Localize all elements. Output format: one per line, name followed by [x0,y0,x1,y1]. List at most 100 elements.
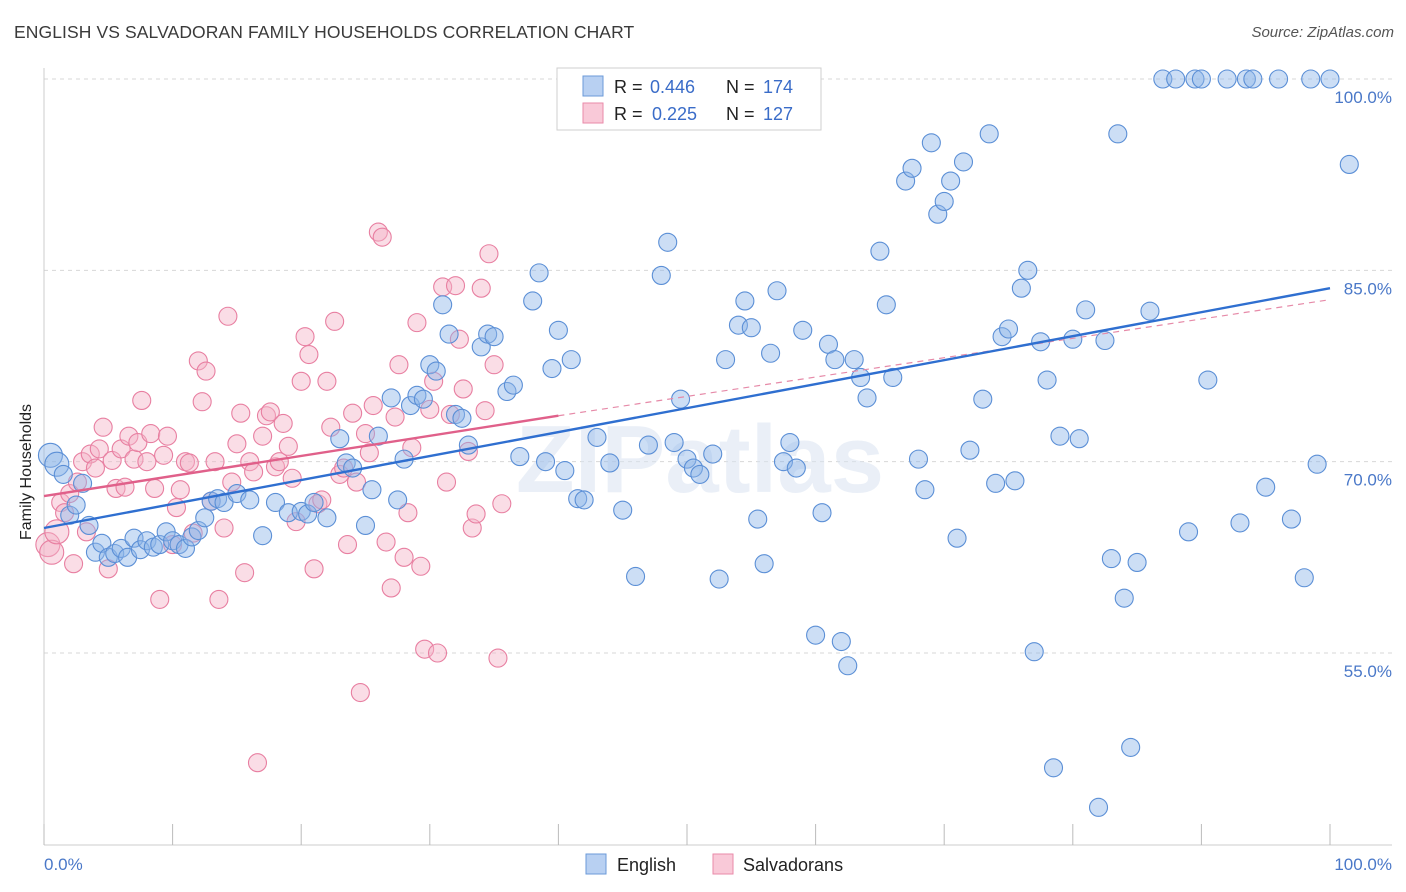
english-point [413,389,433,409]
english-point [548,320,568,340]
english-point [748,509,768,529]
english-point [1166,69,1186,89]
english-point [555,461,575,481]
english-point [908,449,929,469]
salvadorans-point [312,490,332,510]
salvadorans-point [440,404,460,425]
salvadorans-point [231,403,251,423]
english-point [1114,588,1134,608]
salvadorans-point [343,403,363,423]
english-point [953,152,974,172]
english-point [934,191,954,212]
english-point [1011,278,1031,298]
english-point [613,500,633,520]
english-point [831,631,851,652]
english-point [53,464,73,484]
english-point [626,566,646,587]
legend-r-label-2: R = [614,104,643,124]
english-point [876,295,896,315]
salvadorans-point [80,444,100,464]
english-point [1076,300,1096,320]
salvadorans-point [389,355,409,375]
english-point [265,492,286,513]
salvadorans-point [273,413,293,433]
english-point [44,451,70,477]
english-point [37,442,63,468]
english-point [658,232,678,252]
salvadorans-point [260,402,280,422]
english-point [92,533,112,553]
watermark: ZIPatlas [516,406,884,513]
salvadorans-trend-extension [558,299,1331,417]
salvadorans-point [325,311,345,331]
english-point [1069,429,1089,449]
english-point [664,432,684,453]
series-legend-label-english: English [617,855,676,875]
salvadorans-point [179,453,199,473]
salvadorans-point [265,457,286,477]
series-legend: English Salvadorans [585,853,843,875]
english-point [703,444,723,464]
english-point [439,324,459,344]
salvadorans-point [157,426,178,446]
english-point [709,569,729,589]
english-point [426,361,446,381]
english-point [793,320,813,340]
salvadorans-point [411,556,431,576]
english-point [844,350,864,370]
english-point [1236,69,1256,89]
salvadorans-point [85,458,105,478]
english-point [561,350,581,370]
salvadorans-point [244,462,264,482]
legend-swatch-salvadorans [582,102,604,124]
salvadorans-point [247,753,268,773]
english-point [902,158,922,178]
salvadorans-point [337,535,358,555]
english-point [510,447,530,467]
english-point [298,504,318,524]
salvadorans-point [196,361,216,381]
english-point [1095,330,1115,351]
english-point [1191,69,1211,89]
english-point [806,625,826,645]
english-point [1256,477,1276,497]
legend-n-value-1: 174 [763,77,793,97]
english-trend-line [43,287,1331,530]
english-point [1140,301,1160,321]
english-point [66,495,86,515]
english-point [1339,154,1359,175]
salvadorans-point [385,407,405,427]
english-point [1307,454,1327,474]
english-point [388,490,408,510]
x-tick-label-max: 100.0% [1334,855,1392,874]
english-point [105,543,125,564]
legend-n-value-2: 127 [763,104,793,124]
salvadorans-point [415,639,435,659]
english-point [754,554,774,574]
y-tick-label-3: 55.0% [1344,662,1392,681]
axes [43,68,1392,846]
legend-n-label-2: N = [726,104,755,124]
english-point [690,464,710,484]
salvadorans-point [462,518,482,538]
salvadorans-point [170,480,190,500]
salvadorans-point [407,313,427,333]
salvadorans-point [154,445,174,465]
english-point [992,327,1012,347]
salvadorans-point [282,468,302,488]
english-point [574,490,594,510]
legend-r-value-1: 0.446 [650,77,695,97]
english-point [786,458,806,478]
english-point [1198,370,1218,390]
english-point [921,133,941,153]
english-point [1127,552,1147,572]
english-point [812,503,832,523]
salvadorans-point [394,547,414,567]
english-point [330,429,350,449]
salvadorans-point [436,472,457,492]
y-tick-label-0: 100.0% [1334,88,1392,107]
series-legend-swatch-salvadorans [712,853,734,875]
salvadorans-point [466,504,486,524]
english-point [195,508,215,528]
english-point [368,426,388,446]
